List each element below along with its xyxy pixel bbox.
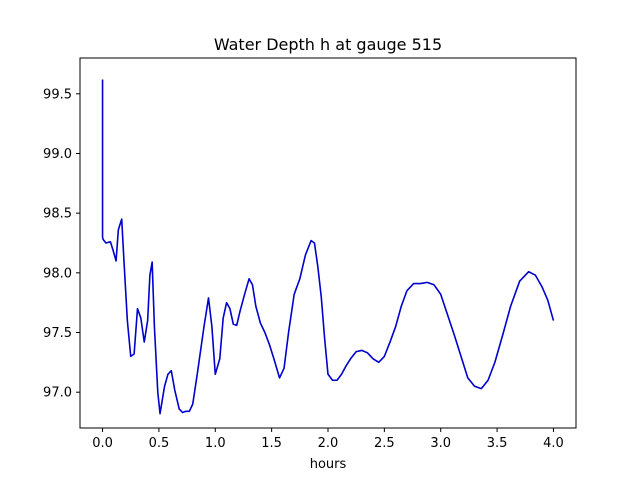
x-tick-label: 3.0: [430, 436, 451, 451]
chart-title: Water Depth h at gauge 515: [214, 35, 442, 54]
x-tick-label: 0.5: [149, 436, 170, 451]
x-axis-ticks: 0.0 0.5 1.0 1.5 2.0 2.5 3.0 3.5 4.0: [92, 428, 564, 451]
series-line: [101, 79, 555, 415]
x-axis-label: hours: [310, 457, 347, 472]
y-tick-label: 99.5: [43, 87, 72, 102]
y-tick-label: 99.0: [43, 147, 72, 162]
x-tick-label: 1.0: [205, 436, 226, 451]
plot-area: [101, 79, 555, 415]
x-tick-label: 2.5: [374, 436, 395, 451]
x-tick-label: 3.5: [487, 436, 508, 451]
plot-frame: [79, 57, 577, 429]
y-tick-label: 98.5: [43, 207, 72, 222]
y-axis-ticks: 97.0 97.5 98.0 98.5 99.0 99.5: [43, 87, 80, 401]
y-tick-label: 97.0: [43, 386, 72, 401]
x-tick-label: 0.0: [92, 436, 113, 451]
x-tick-label: 2.0: [318, 436, 339, 451]
x-tick-label: 1.5: [261, 436, 282, 451]
x-tick-label: 4.0: [543, 436, 564, 451]
y-tick-label: 98.0: [43, 266, 72, 281]
y-tick-label: 97.5: [43, 326, 72, 341]
